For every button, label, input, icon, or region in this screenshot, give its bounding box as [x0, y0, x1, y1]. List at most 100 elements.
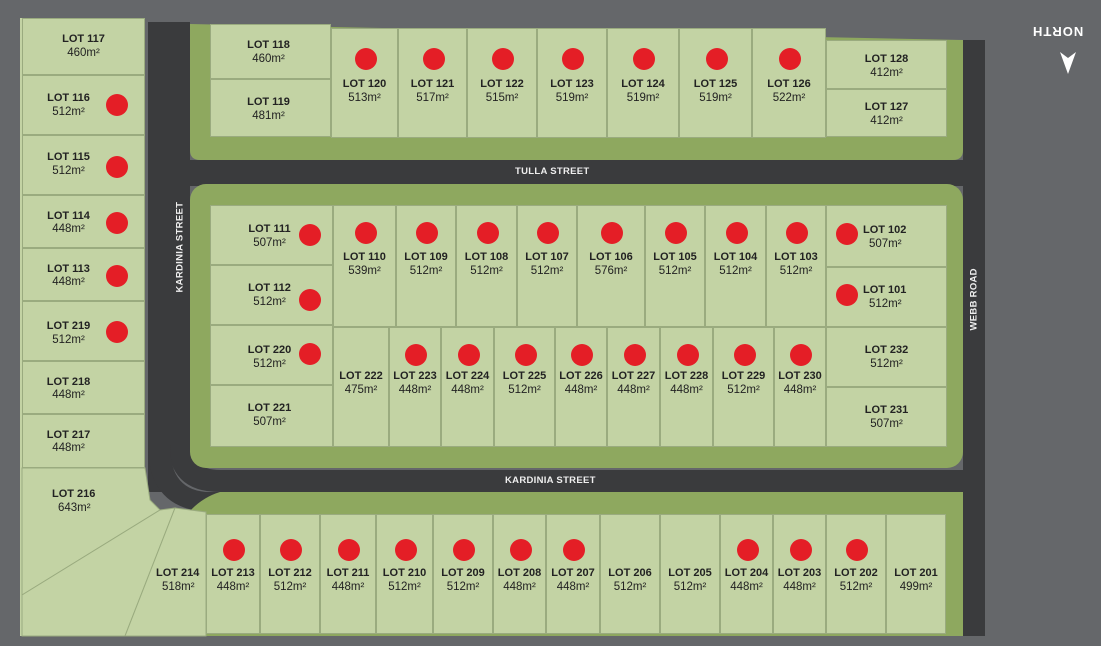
lot-107[interactable]: LOT 107 512m² — [517, 205, 577, 327]
lot-225[interactable]: LOT 225 512m² — [494, 327, 555, 447]
available-marker — [223, 539, 245, 561]
lot-220[interactable]: LOT 220 512m² — [210, 325, 333, 385]
lot-121[interactable]: LOT 121 517m² — [398, 28, 467, 138]
lot-112[interactable]: LOT 112 512m² — [210, 265, 333, 325]
lot-104[interactable]: LOT 104 512m² — [705, 205, 766, 327]
street-label-kardinia-left: KARDINIA STREET — [174, 201, 186, 293]
lot-109[interactable]: LOT 109 512m² — [396, 205, 456, 327]
lot-106[interactable]: LOT 106 576m² — [577, 205, 645, 327]
lot-110[interactable]: LOT 110 539m² — [333, 205, 396, 327]
lot-120[interactable]: LOT 120 513m² — [331, 28, 398, 138]
lot-206[interactable]: LOT 206 512m² — [600, 514, 660, 634]
lot-222[interactable]: LOT 222 475m² — [333, 327, 389, 447]
available-marker — [571, 344, 593, 366]
lot-201[interactable]: LOT 201 499m² — [886, 514, 946, 634]
available-marker — [779, 48, 801, 70]
tulla-street-road — [170, 160, 985, 186]
lot-209[interactable]: LOT 209 512m² — [433, 514, 493, 634]
available-marker — [633, 48, 655, 70]
lot-114[interactable]: LOT 114 448m² — [22, 195, 145, 248]
lot-230[interactable]: LOT 230 448m² — [774, 327, 826, 447]
lot-116[interactable]: LOT 116 512m² — [22, 75, 145, 135]
lot-128[interactable]: LOT 128 412m² — [826, 40, 947, 89]
street-label-tulla: TULLA STREET — [515, 166, 590, 177]
available-marker — [106, 321, 128, 343]
available-marker — [422, 48, 445, 70]
available-marker — [601, 222, 623, 244]
lot-226[interactable]: LOT 226 448m² — [555, 327, 607, 447]
available-marker — [338, 539, 360, 561]
available-marker — [836, 223, 858, 245]
available-marker — [846, 539, 868, 561]
lot-216[interactable]: LOT 216 643m² — [52, 488, 96, 514]
lot-214[interactable]: LOT 214 518m² — [156, 567, 200, 593]
available-marker — [623, 344, 646, 366]
lot-123[interactable]: LOT 123 519m² — [537, 28, 607, 138]
available-marker — [416, 222, 438, 244]
lot-213[interactable]: LOT 213 448m² — [206, 514, 260, 634]
available-marker — [280, 539, 302, 561]
available-marker — [736, 539, 759, 561]
available-marker — [405, 344, 427, 366]
available-marker — [836, 284, 858, 306]
lot-232[interactable]: LOT 232 512m² — [826, 327, 947, 387]
lot-228[interactable]: LOT 228 448m² — [660, 327, 713, 447]
lot-227[interactable]: LOT 227 448m² — [607, 327, 660, 447]
lot-207[interactable]: LOT 207 448m² — [546, 514, 600, 634]
lot-218[interactable]: LOT 218 448m² — [22, 361, 145, 414]
north-arrow-icon — [1060, 52, 1076, 74]
lot-202[interactable]: LOT 202 512m² — [826, 514, 886, 634]
lot-115[interactable]: LOT 115 512m² — [22, 135, 145, 195]
lot-125[interactable]: LOT 125 519m² — [679, 28, 752, 138]
lot-117[interactable]: LOT 117 460m² — [22, 18, 145, 75]
available-marker — [457, 344, 480, 366]
lot-102[interactable]: LOT 102 507m² — [826, 205, 947, 267]
lot-223[interactable]: LOT 223 448m² — [389, 327, 441, 447]
available-marker — [705, 48, 728, 70]
north-arrow: NORTH — [1030, 22, 1090, 82]
available-marker — [725, 222, 748, 244]
available-marker — [492, 48, 514, 70]
available-marker — [354, 48, 377, 70]
available-marker — [106, 94, 128, 116]
lot-219[interactable]: LOT 219 512m² — [22, 301, 145, 361]
lot-221[interactable]: LOT 221 507m² — [210, 385, 333, 447]
lot-210[interactable]: LOT 210 512m² — [376, 514, 433, 634]
available-marker — [106, 156, 128, 178]
lot-217[interactable]: LOT 217 448m² — [22, 414, 145, 468]
available-marker — [790, 344, 812, 366]
lot-101[interactable]: LOT 101 512m² — [826, 267, 947, 327]
lot-208[interactable]: LOT 208 448m² — [493, 514, 546, 634]
lot-212[interactable]: LOT 212 512m² — [260, 514, 320, 634]
available-marker — [562, 48, 584, 70]
lot-108[interactable]: LOT 108 512m² — [456, 205, 517, 327]
lot-118[interactable]: LOT 118 460m² — [210, 24, 331, 79]
lot-204[interactable]: LOT 204 448m² — [720, 514, 773, 634]
available-marker — [394, 539, 417, 561]
lot-127[interactable]: LOT 127 412m² — [826, 89, 947, 137]
available-marker — [676, 344, 699, 366]
lot-105[interactable]: LOT 105 512m² — [645, 205, 705, 327]
lot-103[interactable]: LOT 103 512m² — [766, 205, 826, 327]
lot-124[interactable]: LOT 124 519m² — [607, 28, 679, 138]
lot-113[interactable]: LOT 113 448m² — [22, 248, 145, 301]
lot-205[interactable]: LOT 205 512m² — [660, 514, 720, 634]
available-marker — [299, 224, 321, 246]
lot-126[interactable]: LOT 126 522m² — [752, 28, 826, 138]
lot-231[interactable]: LOT 231 507m² — [826, 387, 947, 447]
available-marker — [106, 265, 128, 287]
available-marker — [106, 212, 128, 234]
lot-119[interactable]: LOT 119 481m² — [210, 79, 331, 137]
available-marker — [537, 222, 559, 244]
available-marker — [563, 539, 585, 561]
available-marker — [665, 222, 687, 244]
lot-203[interactable]: LOT 203 448m² — [773, 514, 826, 634]
available-marker — [453, 539, 475, 561]
lot-224[interactable]: LOT 224 448m² — [441, 327, 494, 447]
available-marker — [299, 343, 321, 365]
lot-229[interactable]: LOT 229 512m² — [713, 327, 774, 447]
available-marker — [299, 289, 321, 311]
lot-111[interactable]: LOT 111 507m² — [210, 205, 333, 265]
lot-122[interactable]: LOT 122 515m² — [467, 28, 537, 138]
lot-211[interactable]: LOT 211 448m² — [320, 514, 376, 634]
